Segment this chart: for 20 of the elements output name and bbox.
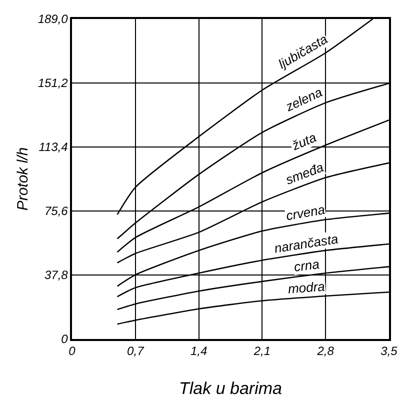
- x-tick-label: 2,1: [252, 344, 271, 358]
- y-tick-label: 0: [61, 332, 68, 346]
- x-tick-label: 2,8: [316, 344, 334, 358]
- x-tick-label: 3,5: [380, 344, 398, 358]
- text: zelena: [282, 84, 324, 115]
- y-tick-label: 37,8: [44, 268, 68, 282]
- x-tick-label: 0,7: [127, 344, 146, 358]
- y-axis-title: Protok l/h: [14, 147, 32, 211]
- text: narančasta: [273, 231, 340, 256]
- y-tick-label: 113,4: [38, 140, 68, 154]
- x-axis-title: Tlak u barima: [179, 379, 282, 398]
- text: crna: [293, 256, 320, 275]
- y-tick-label: 151,2: [38, 76, 68, 90]
- y-tick-label: 189,0: [38, 12, 68, 26]
- text: smeđa: [284, 160, 326, 188]
- y-tick-label: 75,6: [44, 204, 68, 218]
- x-tick-label: 1,4: [190, 344, 208, 358]
- series-label: modra: [287, 278, 326, 296]
- text: žuta: [288, 130, 318, 154]
- text: crvena: [284, 202, 326, 224]
